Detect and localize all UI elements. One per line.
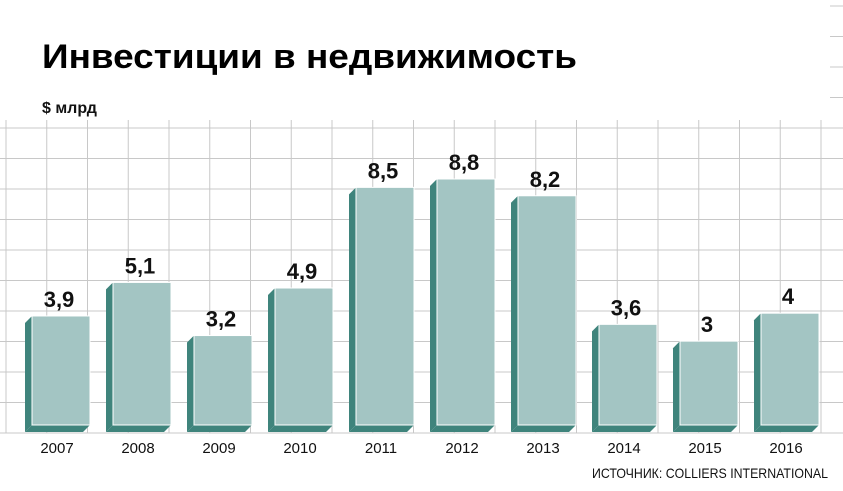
x-tick-label: 2014 <box>607 440 640 457</box>
data-label: 4,9 <box>287 259 318 284</box>
x-tick-label: 2007 <box>40 440 73 457</box>
bar-side <box>349 187 356 432</box>
bar-bottom <box>268 425 333 432</box>
data-label: 8,8 <box>449 150 480 175</box>
bar <box>679 340 739 426</box>
x-tick-label: 2016 <box>769 440 802 457</box>
bar-bottom <box>187 425 252 432</box>
title-background <box>0 0 830 120</box>
bar-side <box>511 195 518 432</box>
bar-bottom <box>106 425 171 432</box>
bar <box>598 323 658 426</box>
bar-bottom <box>754 425 819 432</box>
bar-side <box>673 341 680 432</box>
bar-side <box>106 282 113 432</box>
data-label: 8,2 <box>530 167 561 192</box>
bar <box>436 178 496 426</box>
bar-side <box>430 179 437 432</box>
x-tick-label: 2010 <box>283 440 316 457</box>
data-label: 4 <box>782 284 795 309</box>
x-tick-label: 2015 <box>688 440 721 457</box>
source-background <box>588 456 843 491</box>
bar-bottom <box>511 425 576 432</box>
bar-bottom <box>349 425 414 432</box>
data-label: 5,1 <box>125 253 156 278</box>
x-tick-labels: 2007 2008 2009 2010 2011 2012 2013 2014 2015 2016 <box>40 440 802 457</box>
bar <box>274 287 334 426</box>
x-tick-label: 2009 <box>202 440 235 457</box>
data-label: 3,6 <box>611 295 642 320</box>
bar <box>31 315 91 426</box>
bar <box>517 195 577 426</box>
x-tick-label: 2012 <box>445 440 478 457</box>
data-label: 8,5 <box>368 158 399 183</box>
bar <box>112 281 172 426</box>
unit-label: $ млрд <box>42 100 97 117</box>
bar-side <box>754 313 761 432</box>
x-tick-label: 2011 <box>365 440 397 457</box>
x-tick-label: 2013 <box>526 440 559 457</box>
bar-bottom <box>592 425 657 432</box>
bar <box>193 335 253 426</box>
bars: 3,9 5,1 3,2 4,9 8,5 8,8 8,2 3,6 3 4 <box>25 150 820 432</box>
chart-title: Инвестиции в недвижимость <box>42 38 577 76</box>
bar-side <box>592 324 599 432</box>
bar-side <box>187 335 194 432</box>
data-label: 3,2 <box>206 307 237 332</box>
bar <box>355 186 415 426</box>
data-label: 3 <box>701 312 713 337</box>
x-tick-label: 2008 <box>121 440 154 457</box>
bar-bottom <box>673 425 738 432</box>
source-note: ИСТОЧНИК: COLLIERS INTERNATIONAL <box>592 465 828 481</box>
bar-bottom <box>25 425 90 432</box>
bar <box>760 312 820 426</box>
bar-side <box>268 288 275 432</box>
data-label: 3,9 <box>44 287 75 312</box>
bar-side <box>25 315 32 432</box>
bar-bottom <box>430 425 495 432</box>
